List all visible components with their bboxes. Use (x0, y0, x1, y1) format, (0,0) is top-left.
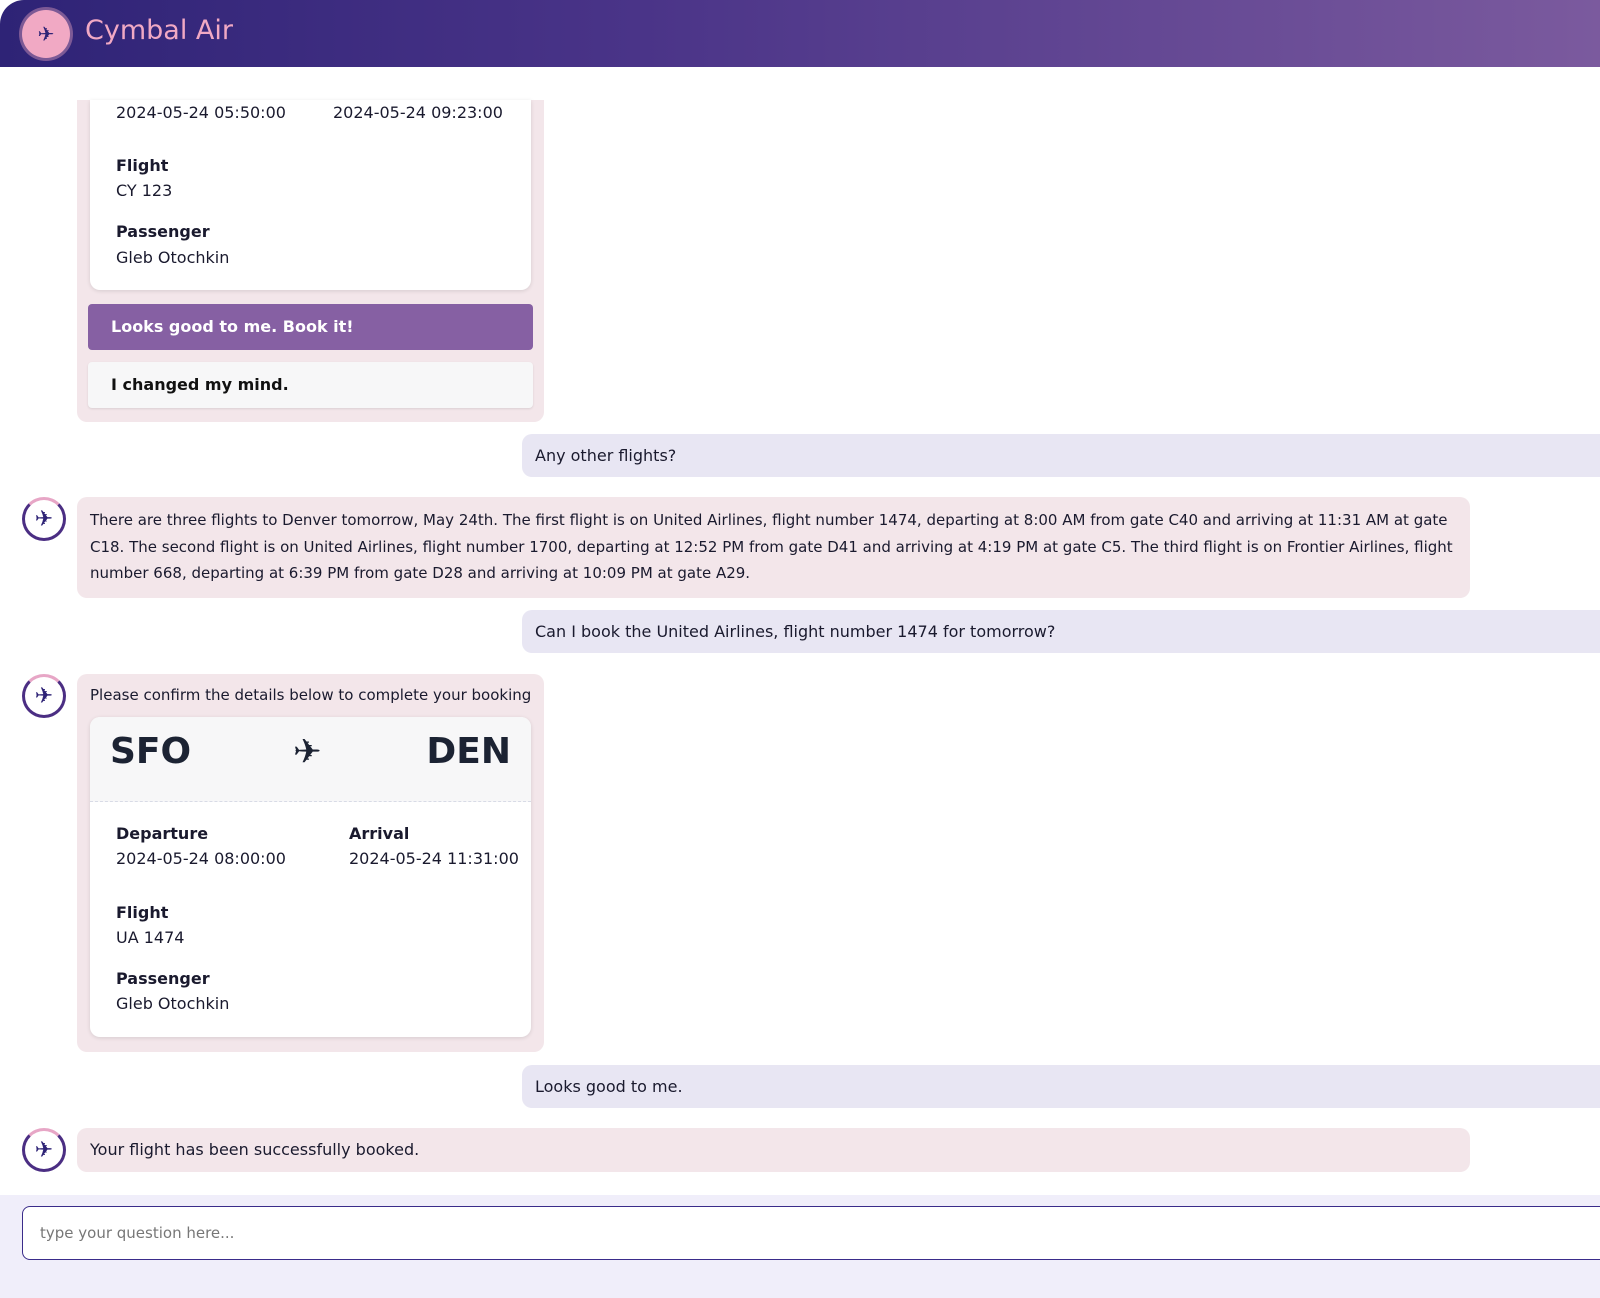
arrival-value: 2024-05-24 11:31:00 (349, 849, 519, 868)
passenger-label: Passenger (116, 969, 210, 988)
message-text: Any other flights? (535, 446, 677, 465)
message-text: There are three flights to Denver tomorr… (90, 511, 1453, 582)
passenger-value: Gleb Otochkin (116, 248, 230, 267)
departure-value: 2024-05-24 05:50:00 (116, 103, 286, 122)
bot-avatar-airplane-icon: ✈ (22, 497, 66, 541)
bot-message: There are three flights to Denver tomorr… (77, 497, 1470, 598)
confirm-booking-button[interactable]: Looks good to me. Book it! (88, 304, 533, 350)
arrival-value: 2024-05-24 09:23:00 (333, 103, 503, 122)
departure-label: Departure (116, 824, 209, 843)
flight-label: Flight (116, 903, 169, 922)
route-header: SFO ✈ DEN (90, 717, 531, 802)
origin-code: SFO (110, 731, 192, 772)
bot-message: 2024-05-24 05:50:00 2024-05-24 09:23:00 … (77, 100, 544, 422)
app-header: ✈ Cymbal Air (0, 0, 1600, 67)
message-text: Please confirm the details below to comp… (90, 686, 532, 704)
question-input[interactable] (22, 1206, 1600, 1260)
airplane-icon: ✈ (293, 732, 322, 772)
message-text: Your flight has been successfully booked… (90, 1140, 420, 1159)
user-message: Any other flights? (522, 434, 1600, 477)
booking-card: SFO ✈ DEN Departure 2024-05-24 08:00:00 … (90, 717, 531, 1037)
bot-message: Please confirm the details below to comp… (77, 674, 544, 1052)
bot-avatar-airplane-icon: ✈ (22, 674, 66, 718)
passenger-label: Passenger (116, 222, 210, 241)
user-message: Can I book the United Airlines, flight n… (522, 610, 1600, 653)
airplane-icon: ✈ (22, 10, 70, 58)
arrival-label: Arrival (349, 824, 410, 843)
app-title: Cymbal Air (85, 15, 233, 46)
destination-code: DEN (426, 731, 511, 772)
bot-avatar-airplane-icon: ✈ (22, 1128, 66, 1172)
user-message: Looks good to me. (522, 1065, 1600, 1108)
bot-message: Your flight has been successfully booked… (77, 1128, 1470, 1172)
passenger-value: Gleb Otochkin (116, 994, 230, 1013)
flight-value: CY 123 (116, 181, 173, 200)
input-area (0, 1195, 1600, 1298)
message-text: Looks good to me. (535, 1077, 683, 1096)
message-text: Can I book the United Airlines, flight n… (535, 622, 1056, 641)
booking-card: 2024-05-24 05:50:00 2024-05-24 09:23:00 … (90, 100, 531, 290)
flight-value: UA 1474 (116, 928, 185, 947)
cancel-booking-button[interactable]: I changed my mind. (88, 362, 533, 408)
departure-value: 2024-05-24 08:00:00 (116, 849, 286, 868)
flight-label: Flight (116, 156, 169, 175)
